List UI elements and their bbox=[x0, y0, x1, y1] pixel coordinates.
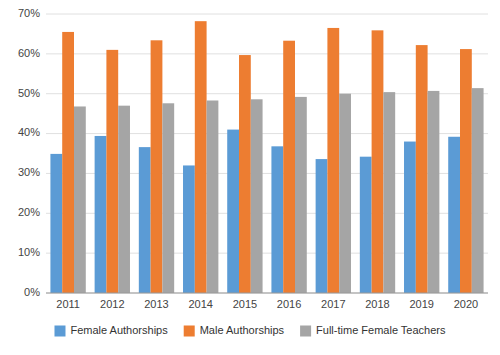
bar bbox=[62, 32, 74, 293]
bar bbox=[227, 130, 239, 293]
grid-line bbox=[46, 14, 488, 15]
bar bbox=[448, 137, 460, 293]
y-tick-label: 70% bbox=[18, 7, 40, 19]
bar bbox=[118, 106, 130, 293]
y-tick-label: 20% bbox=[18, 206, 40, 218]
y-tick-label: 30% bbox=[18, 166, 40, 178]
y-tick-label: 10% bbox=[18, 246, 40, 258]
bar bbox=[295, 97, 307, 293]
legend-item: Full-time Female Teachers bbox=[300, 324, 446, 337]
legend-swatch bbox=[184, 326, 195, 337]
bar bbox=[360, 157, 372, 293]
bar bbox=[183, 165, 195, 293]
y-tick-label: 40% bbox=[18, 126, 40, 138]
bar bbox=[239, 55, 251, 293]
x-tick-label: 2020 bbox=[454, 298, 478, 310]
x-axis: 2011 2012 2013 2014 2015 2016 2017 2018 2019 2020 bbox=[46, 293, 488, 310]
legend-label: Male Authorships bbox=[200, 324, 285, 336]
bar bbox=[251, 99, 263, 293]
bar bbox=[195, 21, 207, 293]
legend-item: Female Authorships bbox=[54, 324, 168, 337]
bar bbox=[151, 40, 163, 293]
bar bbox=[207, 100, 219, 293]
x-tick-label: 2012 bbox=[100, 298, 124, 310]
bar bbox=[271, 146, 283, 293]
x-tick-label: 2014 bbox=[188, 298, 212, 310]
bar bbox=[383, 92, 395, 293]
bar bbox=[372, 30, 384, 293]
x-tick-label: 2013 bbox=[144, 298, 168, 310]
bar bbox=[339, 94, 351, 293]
x-axis-line bbox=[46, 293, 488, 294]
bar bbox=[283, 41, 295, 293]
legend-label: Full-time Female Teachers bbox=[316, 324, 446, 336]
x-tick-label: 2015 bbox=[233, 298, 257, 310]
bar bbox=[162, 103, 174, 293]
legend-swatch bbox=[300, 326, 311, 337]
x-tick-label: 2019 bbox=[409, 298, 433, 310]
legend-label: Female Authorships bbox=[70, 324, 168, 336]
bar bbox=[106, 50, 118, 293]
x-tick-label: 2011 bbox=[56, 298, 80, 310]
bar bbox=[327, 28, 339, 293]
bar bbox=[316, 159, 328, 293]
grid-line bbox=[46, 293, 488, 294]
y-tick-label: 0% bbox=[24, 286, 40, 298]
bar bbox=[472, 88, 484, 293]
bar bbox=[428, 91, 440, 293]
y-axis: 0% 10% 20% 30% 40% 50% 60% 70% bbox=[18, 7, 488, 298]
bar bbox=[74, 106, 86, 293]
bar bbox=[50, 154, 62, 293]
x-tick-label: 2018 bbox=[365, 298, 389, 310]
bar bbox=[95, 136, 107, 293]
bars bbox=[50, 21, 483, 293]
bar bbox=[460, 49, 472, 293]
bar bbox=[139, 147, 151, 293]
x-tick-label: 2016 bbox=[277, 298, 301, 310]
bar bbox=[416, 45, 428, 293]
legend-swatch bbox=[54, 326, 65, 337]
chart: 0%10%20%30%40%50%60%70%20112012201320142… bbox=[0, 0, 500, 355]
legend-item: Male Authorships bbox=[184, 324, 285, 337]
bar bbox=[404, 142, 416, 293]
y-tick-label: 50% bbox=[18, 87, 40, 99]
legend: Female Authorships Male Authorships Full-t… bbox=[54, 324, 446, 337]
y-tick-label: 60% bbox=[18, 47, 40, 59]
x-tick-label: 2017 bbox=[321, 298, 345, 310]
